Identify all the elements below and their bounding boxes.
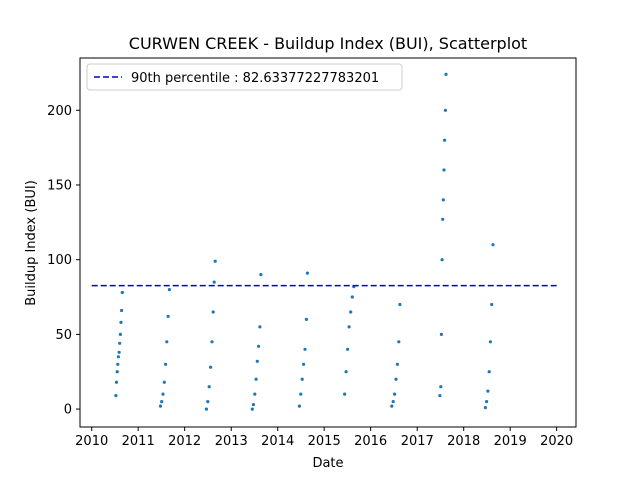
data-point: [440, 258, 444, 262]
data-point: [165, 340, 169, 344]
data-point: [487, 370, 491, 374]
data-point: [394, 377, 398, 381]
data-point: [305, 271, 309, 275]
data-point: [117, 350, 121, 354]
y-tick-label: 50: [55, 328, 72, 343]
data-point: [438, 394, 442, 398]
data-point: [114, 394, 118, 398]
data-point: [204, 407, 208, 411]
y-tick-label: 100: [47, 253, 72, 268]
data-point: [297, 404, 301, 408]
x-axis: 2010 2011 2012 2013 2014 2015 2016 2017 2018 2019…: [75, 427, 573, 449]
data-point: [118, 332, 122, 336]
data-point: [441, 198, 445, 202]
x-axis-label: Date: [312, 456, 343, 471]
data-point: [393, 392, 397, 396]
data-point: [299, 392, 303, 396]
data-point: [491, 243, 495, 247]
data-point: [258, 325, 262, 329]
data-point: [343, 392, 347, 396]
x-tick-label: 2019: [494, 434, 527, 449]
data-point: [213, 259, 217, 263]
legend-label: 90th percentile : 82.63377227783201: [131, 71, 379, 86]
data-point: [164, 362, 168, 366]
y-axis-label: Buildup Index (BUI): [24, 180, 39, 306]
data-point: [209, 365, 213, 369]
data-point: [114, 380, 119, 384]
data-point: [444, 72, 448, 76]
data-point: [397, 340, 401, 344]
data-point: [302, 362, 306, 366]
data-point: [116, 355, 120, 359]
y-tick-label: 0: [64, 403, 72, 418]
data-point: [162, 380, 166, 384]
y-tick-label: 150: [47, 178, 72, 193]
data-point: [118, 341, 122, 345]
data-point: [439, 385, 443, 389]
data-point: [210, 340, 214, 344]
y-axis: 0 50 100 150 200: [47, 104, 80, 418]
data-point: [442, 168, 446, 172]
chart-title: CURWEN CREEK - Buildup Index (BUI), Scat…: [129, 34, 527, 53]
data-point: [255, 359, 259, 363]
data-point: [254, 377, 258, 381]
x-tick-label: 2017: [401, 434, 434, 449]
data-point: [160, 400, 164, 404]
data-point: [303, 347, 307, 351]
data-point: [486, 389, 490, 393]
data-point: [443, 108, 447, 112]
data-point: [390, 404, 394, 408]
legend: 90th percentile : 82.63377227783201: [86, 63, 403, 91]
data-point: [206, 400, 210, 404]
x-tick-label: 2012: [168, 434, 201, 449]
y-tick-label: 200: [47, 104, 72, 119]
x-tick-label: 2013: [215, 434, 248, 449]
data-point: [251, 403, 256, 407]
data-point: [116, 362, 120, 366]
data-point: [441, 217, 445, 221]
data-point: [344, 370, 348, 374]
data-point: [120, 290, 124, 295]
data-point: [439, 332, 443, 336]
data-point: [346, 347, 350, 351]
data-point: [259, 273, 263, 277]
data-point: [443, 138, 447, 142]
plot-frame: [79, 57, 577, 428]
data-point: [349, 310, 353, 314]
data-point: [212, 280, 216, 284]
x-tick-label: 2015: [308, 434, 341, 449]
data-point: [391, 400, 395, 404]
data-point: [350, 295, 354, 299]
data-point: [115, 370, 119, 374]
x-tick-label: 2010: [75, 434, 108, 449]
data-point: [304, 317, 308, 321]
data-point: [161, 392, 165, 396]
data-point: [300, 377, 304, 381]
x-tick-label: 2011: [122, 434, 155, 449]
data-point: [253, 392, 257, 396]
data-point: [490, 302, 494, 307]
data-point: [120, 308, 124, 313]
data-point: [211, 310, 215, 314]
data-point: [395, 362, 399, 366]
data-point: [119, 320, 123, 324]
data-point: [166, 314, 170, 318]
x-tick-label: 2020: [540, 434, 573, 449]
data-point: [257, 344, 261, 348]
x-tick-label: 2016: [354, 434, 387, 449]
x-tick-label: 2018: [447, 434, 480, 449]
x-tick-label: 2014: [261, 434, 294, 449]
data-point: [347, 325, 351, 329]
data-point: [488, 340, 492, 344]
data-points: [114, 72, 495, 411]
data-point: [167, 288, 171, 292]
legend-box: [86, 63, 403, 91]
data-point: [398, 302, 402, 307]
data-point: [158, 404, 163, 408]
data-point: [485, 400, 489, 404]
data-point: [207, 385, 211, 389]
data-point: [483, 406, 487, 410]
data-point: [250, 407, 254, 411]
